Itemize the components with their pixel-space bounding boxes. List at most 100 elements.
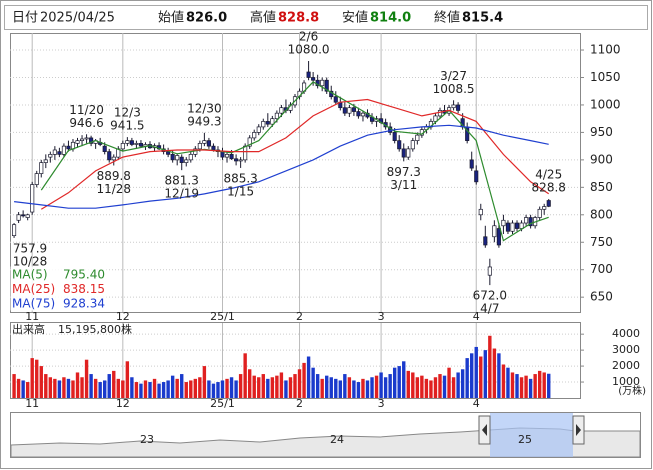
annotation-date: 12/19	[164, 187, 199, 201]
y-tick-label: 750	[590, 235, 613, 249]
volume-bar	[25, 382, 30, 398]
volume-bar	[506, 367, 510, 398]
annotation-price: 949.3	[187, 114, 221, 128]
candle-body	[478, 208, 483, 216]
candle-body	[274, 112, 279, 120]
candle-body	[34, 173, 39, 185]
volume-bar	[275, 375, 279, 398]
y-tick-label: 900	[590, 152, 613, 166]
candle-body	[138, 143, 143, 147]
candle-body	[66, 145, 71, 150]
candle-body	[451, 104, 456, 109]
candle-body	[188, 154, 193, 161]
y-tick-label: 650	[590, 290, 613, 304]
candle-body	[102, 145, 107, 152]
volume-bar	[352, 380, 356, 398]
candle-body	[270, 118, 275, 125]
candle-body	[252, 132, 257, 139]
y-tick-label: 950	[590, 125, 613, 139]
candle-body	[202, 140, 207, 144]
annotation-price: 946.6	[69, 116, 103, 130]
candle-body	[48, 154, 53, 158]
volume-bar	[347, 377, 352, 398]
volume-bar	[229, 377, 234, 398]
candle-body	[469, 159, 474, 169]
volume-bar	[98, 382, 102, 398]
volume-bar	[193, 378, 198, 398]
y-tick-label: 1100	[590, 43, 621, 57]
volume-bar	[270, 377, 275, 398]
volume-bar	[311, 367, 315, 398]
volume-bar	[35, 359, 39, 398]
volume-bar	[125, 361, 130, 398]
legend-name: MA(25)	[12, 282, 55, 296]
annotation-date: 2/6	[299, 30, 318, 44]
volume-bar	[121, 380, 125, 398]
volume-bar	[130, 377, 134, 398]
volume-bar	[479, 356, 483, 398]
volume-bar	[207, 380, 211, 398]
volume-bar	[247, 369, 252, 398]
volume-bar	[189, 380, 193, 398]
volume-bar	[542, 372, 546, 398]
volume-bar	[411, 372, 415, 398]
header-label: 終値	[434, 10, 460, 26]
candle-body	[206, 140, 211, 147]
volume-bar	[320, 378, 324, 398]
candle-body	[261, 121, 266, 128]
volume-bar	[112, 370, 116, 398]
header-value: 828.8	[278, 11, 319, 26]
navigator-label: 25	[518, 433, 532, 446]
volume-bar	[361, 378, 365, 398]
volume-bar	[157, 383, 161, 398]
candle-body	[311, 77, 316, 81]
volume-bar	[470, 353, 474, 398]
volume-bar	[75, 372, 80, 398]
annotation-date: 11/28	[96, 182, 131, 196]
candle-body	[537, 208, 542, 218]
candle-body	[179, 156, 184, 163]
volume-bar	[89, 374, 93, 398]
volume-bar	[510, 372, 515, 398]
header-label: 高値	[250, 10, 276, 26]
volume-bar	[139, 383, 143, 398]
volume-bar	[388, 374, 392, 398]
candle-body	[256, 126, 261, 133]
y-tick-label: 800	[590, 207, 613, 221]
navigator-window[interactable]	[490, 413, 573, 457]
legend-value: 795.40	[63, 268, 105, 282]
volume-bar	[415, 377, 420, 398]
volume-bar	[238, 374, 243, 398]
volume-bar	[184, 382, 188, 398]
candle-body	[175, 155, 180, 161]
candle-body	[52, 149, 57, 155]
volume-bar	[57, 380, 62, 398]
volume-bar	[533, 374, 537, 398]
volume-bar	[325, 375, 329, 398]
volume-bar	[48, 377, 53, 398]
volume-bar	[306, 356, 311, 398]
candle-body	[107, 151, 112, 161]
candle-body	[39, 162, 44, 174]
volume-bar	[180, 374, 184, 398]
candle-body	[514, 222, 520, 229]
volume-bar	[234, 380, 238, 398]
candle-body	[483, 236, 488, 246]
legend-box	[10, 266, 107, 311]
volume-bar	[524, 375, 528, 398]
arrow-left	[482, 424, 487, 436]
volume-bar	[170, 375, 175, 398]
volume-bar	[202, 366, 207, 398]
candle-body	[220, 151, 225, 158]
candle-body	[61, 145, 66, 155]
annotation-price: 941.5	[110, 119, 144, 133]
volume-bar	[107, 374, 111, 398]
volume-bar	[293, 374, 297, 398]
volume-bar	[12, 374, 16, 398]
candle-body	[30, 184, 35, 213]
x-tick-label: 11	[25, 397, 39, 410]
volume-bar	[420, 375, 424, 398]
annotation-date: 4/7	[480, 302, 499, 316]
volume-bar	[338, 380, 343, 398]
